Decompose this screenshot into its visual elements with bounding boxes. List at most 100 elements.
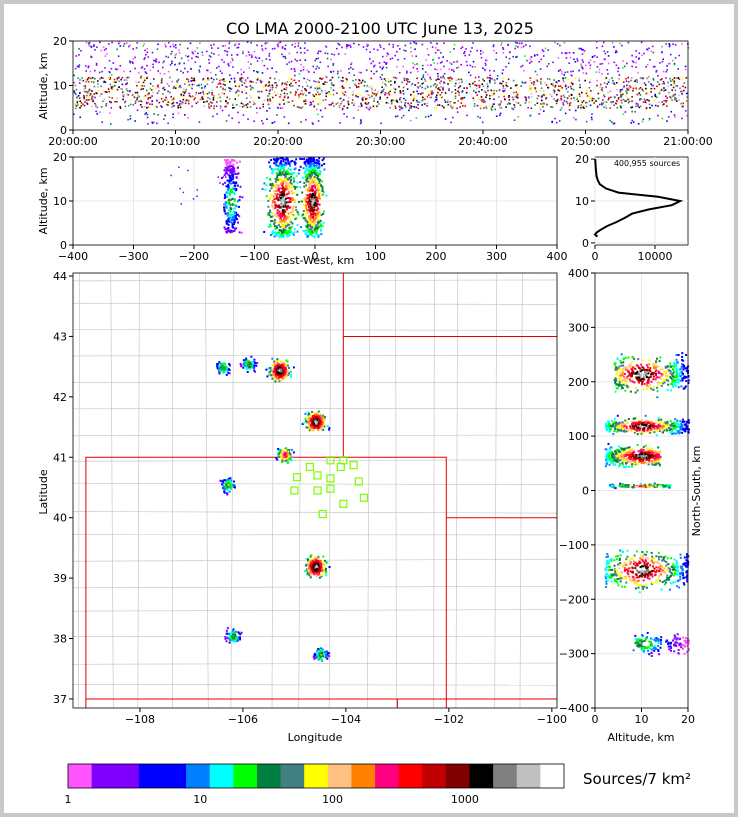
ew-source: [232, 219, 235, 222]
time-altitude-source: [85, 80, 87, 83]
time-altitude-source: [116, 88, 119, 91]
time-altitude-source: [484, 69, 487, 72]
time-altitude-source: [110, 107, 113, 109]
time-altitude-source: [635, 56, 638, 58]
time-altitude-source: [666, 81, 669, 83]
ew-source: [283, 202, 286, 205]
time-altitude-source: [443, 106, 445, 109]
map-source: [310, 554, 313, 557]
time-altitude-source: [237, 72, 239, 74]
ew-source: [311, 173, 314, 176]
map-source: [217, 367, 220, 370]
ew-source: [227, 191, 230, 194]
time-altitude-source: [554, 84, 557, 87]
map-source: [278, 452, 281, 455]
map-source: [305, 568, 308, 571]
time-altitude-source: [517, 116, 520, 118]
time-altitude-source: [144, 57, 146, 59]
time-altitude-source: [605, 101, 608, 103]
ew-source: [281, 190, 284, 193]
time-altitude-source: [161, 106, 163, 108]
map-background: [73, 273, 557, 708]
map-source: [287, 364, 289, 367]
ew-source: [271, 215, 274, 218]
ew-source: [277, 158, 280, 161]
ew-source: [287, 201, 290, 204]
time-altitude-source: [616, 89, 618, 91]
time-altitude-source: [439, 68, 442, 71]
map-source: [310, 573, 313, 576]
time-altitude-source: [111, 88, 114, 90]
time-altitude-source: [586, 91, 589, 94]
time-altitude-source: [219, 105, 222, 107]
ew-source: [225, 206, 228, 209]
time-altitude-source: [369, 58, 371, 60]
time-altitude-source: [200, 83, 203, 86]
ew-source: [269, 183, 272, 186]
time-altitude-source: [489, 77, 491, 79]
time-altitude-source: [436, 49, 439, 51]
time-altitude-source: [208, 58, 210, 61]
time-altitude-source: [225, 120, 228, 122]
time-altitude-source: [529, 85, 531, 87]
map-source: [222, 479, 225, 482]
time-altitude-source: [650, 83, 652, 85]
ew-source: [290, 185, 293, 188]
ew-source: [295, 209, 298, 212]
time-altitude-source: [568, 104, 571, 106]
ew-source: [274, 227, 277, 230]
time-altitude-source: [436, 73, 439, 75]
time-altitude-source: [415, 99, 418, 102]
ew-alt-tick-label: 10: [53, 195, 67, 208]
ew-source: [232, 173, 234, 176]
ew-source: [315, 222, 318, 225]
ew-source: [232, 177, 235, 180]
ew-source: [305, 197, 308, 200]
time-altitude-source: [169, 64, 172, 66]
time-altitude-source: [226, 51, 229, 53]
time-altitude-source: [248, 67, 251, 69]
map-source: [246, 360, 249, 363]
time-altitude-source: [443, 81, 445, 83]
ew-source: [273, 225, 276, 228]
time-altitude-source: [217, 47, 219, 49]
ew-source: [313, 159, 316, 162]
time-altitude-source: [514, 41, 517, 44]
ew-source: [284, 216, 287, 218]
time-altitude-source: [88, 44, 90, 47]
time-altitude-source: [290, 82, 292, 85]
time-altitude-source: [117, 77, 119, 79]
ew-source: [229, 168, 232, 171]
time-altitude-source: [319, 93, 322, 95]
time-altitude-source: [356, 93, 358, 95]
time-altitude-source: [567, 91, 569, 93]
ew-source: [277, 224, 280, 227]
time-altitude-source: [246, 106, 249, 109]
time-altitude-source: [651, 45, 654, 48]
ew-source: [274, 178, 277, 181]
time-altitude-source: [165, 103, 168, 106]
time-altitude-source: [297, 45, 300, 47]
map-source: [230, 481, 233, 484]
time-altitude-source: [559, 99, 561, 102]
time-altitude-source: [97, 89, 100, 92]
map-source: [218, 370, 220, 373]
time-altitude-source: [637, 103, 639, 105]
time-altitude-source: [141, 101, 143, 103]
time-altitude-source: [535, 90, 538, 93]
time-altitude-source: [417, 103, 419, 106]
time-altitude-source: [377, 91, 379, 93]
ew-source: [282, 205, 285, 208]
ew-source: [282, 220, 285, 223]
time-altitude-source: [520, 85, 522, 87]
time-altitude-source: [626, 84, 628, 87]
time-altitude-source: [155, 60, 158, 63]
time-altitude-source: [326, 52, 329, 55]
map-source: [230, 479, 233, 482]
ew-source: [286, 196, 289, 199]
time-altitude-source: [649, 107, 651, 109]
time-altitude-source: [593, 100, 595, 103]
time-altitude-source: [441, 61, 443, 63]
ew-source: [228, 182, 231, 185]
ew-altitude-sources: [72, 156, 558, 246]
